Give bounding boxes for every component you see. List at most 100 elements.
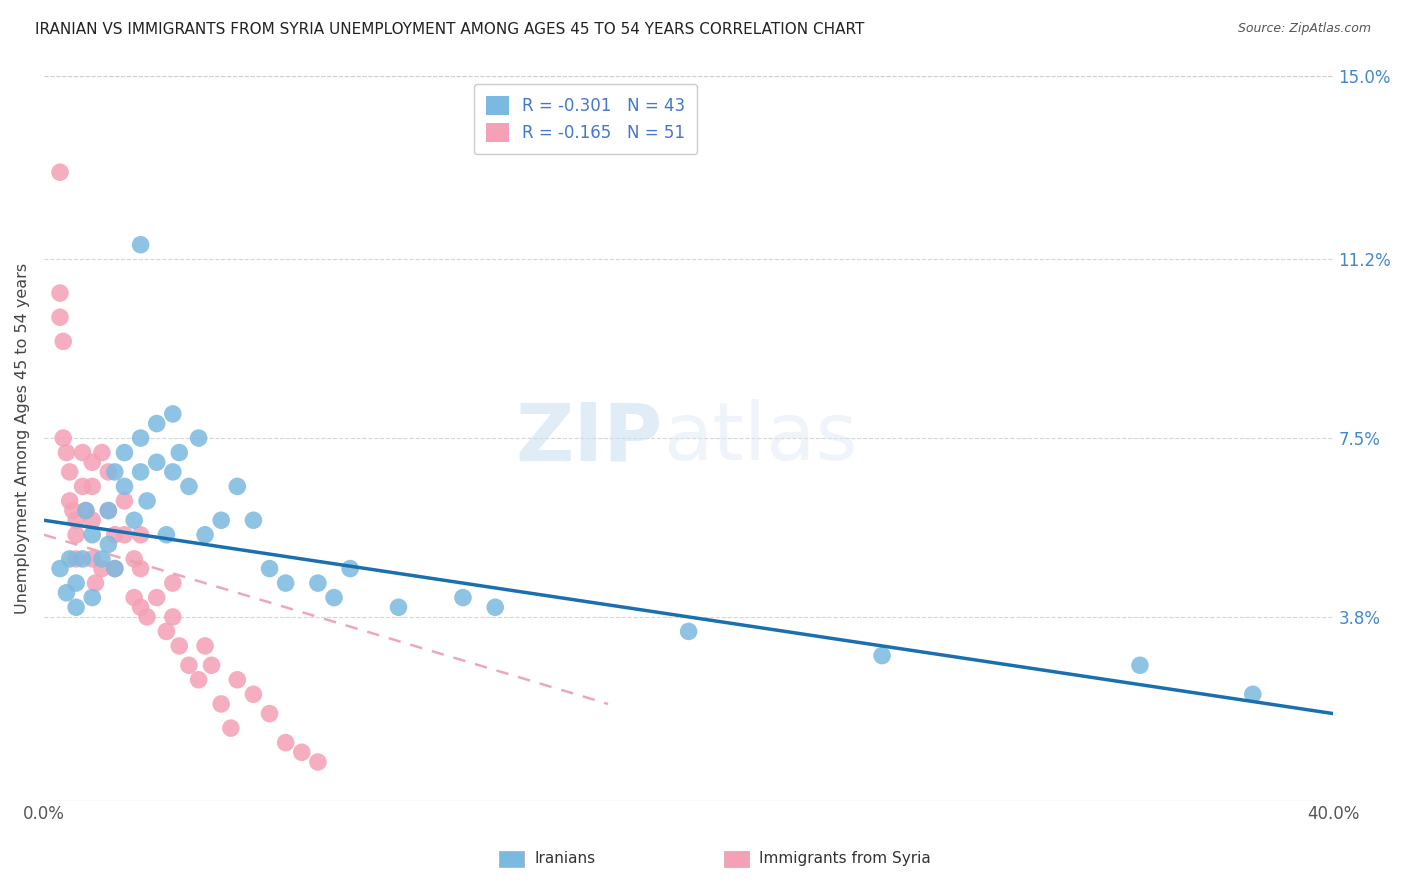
Point bbox=[122, 591, 145, 605]
Point bbox=[129, 561, 152, 575]
Point bbox=[307, 755, 329, 769]
Point bbox=[122, 552, 145, 566]
Point bbox=[84, 576, 107, 591]
Point bbox=[209, 513, 232, 527]
Point bbox=[136, 610, 159, 624]
Point bbox=[65, 513, 87, 527]
Point bbox=[129, 237, 152, 252]
Point bbox=[162, 407, 184, 421]
Point bbox=[259, 561, 281, 575]
Point bbox=[187, 673, 209, 687]
Point bbox=[194, 639, 217, 653]
Point bbox=[226, 673, 249, 687]
Point bbox=[49, 286, 72, 301]
Point bbox=[155, 527, 177, 541]
Point bbox=[114, 445, 136, 459]
Point bbox=[162, 465, 184, 479]
Point bbox=[169, 445, 191, 459]
Point bbox=[209, 697, 232, 711]
Point bbox=[162, 610, 184, 624]
Point bbox=[129, 600, 152, 615]
Point bbox=[242, 513, 264, 527]
Point bbox=[59, 494, 82, 508]
Point bbox=[323, 591, 346, 605]
Point bbox=[291, 745, 314, 759]
Text: atlas: atlas bbox=[662, 399, 858, 477]
Point bbox=[49, 165, 72, 179]
Text: Immigrants from Syria: Immigrants from Syria bbox=[759, 851, 931, 865]
Point bbox=[97, 465, 120, 479]
Point bbox=[129, 465, 152, 479]
Point bbox=[49, 310, 72, 325]
Point bbox=[484, 600, 506, 615]
Point bbox=[200, 658, 222, 673]
Point bbox=[155, 624, 177, 639]
Point bbox=[219, 721, 242, 735]
Y-axis label: Unemployment Among Ages 45 to 54 years: Unemployment Among Ages 45 to 54 years bbox=[15, 262, 30, 614]
Point bbox=[129, 431, 152, 445]
Point bbox=[65, 552, 87, 566]
Point bbox=[177, 658, 200, 673]
Point bbox=[870, 648, 893, 663]
Point bbox=[97, 503, 120, 517]
Text: Source: ZipAtlas.com: Source: ZipAtlas.com bbox=[1237, 22, 1371, 36]
Point bbox=[82, 552, 104, 566]
Point bbox=[104, 465, 127, 479]
Point bbox=[49, 561, 72, 575]
Point bbox=[451, 591, 474, 605]
Point bbox=[194, 527, 217, 541]
Point bbox=[75, 503, 97, 517]
Point bbox=[129, 527, 152, 541]
Point bbox=[104, 527, 127, 541]
Text: ZIP: ZIP bbox=[516, 399, 662, 477]
Point bbox=[678, 624, 700, 639]
Point bbox=[72, 552, 94, 566]
Point bbox=[55, 445, 77, 459]
Point bbox=[82, 591, 104, 605]
Point bbox=[122, 513, 145, 527]
Point bbox=[82, 513, 104, 527]
Point bbox=[59, 552, 82, 566]
Point bbox=[52, 334, 75, 349]
Point bbox=[65, 576, 87, 591]
Point bbox=[136, 494, 159, 508]
Point bbox=[1129, 658, 1152, 673]
Point bbox=[114, 494, 136, 508]
Point bbox=[274, 576, 297, 591]
Point bbox=[52, 431, 75, 445]
Point bbox=[82, 527, 104, 541]
Text: IRANIAN VS IMMIGRANTS FROM SYRIA UNEMPLOYMENT AMONG AGES 45 TO 54 YEARS CORRELAT: IRANIAN VS IMMIGRANTS FROM SYRIA UNEMPLO… bbox=[35, 22, 865, 37]
Point bbox=[72, 479, 94, 493]
Point bbox=[169, 639, 191, 653]
Point bbox=[145, 591, 167, 605]
Point bbox=[82, 479, 104, 493]
Point bbox=[97, 503, 120, 517]
Point bbox=[90, 561, 112, 575]
Point bbox=[114, 527, 136, 541]
Point bbox=[114, 479, 136, 493]
Point bbox=[90, 445, 112, 459]
Point bbox=[104, 561, 127, 575]
Point bbox=[59, 465, 82, 479]
Point bbox=[62, 503, 84, 517]
Point bbox=[97, 537, 120, 551]
Point bbox=[75, 503, 97, 517]
Point bbox=[274, 736, 297, 750]
Point bbox=[242, 687, 264, 701]
Point bbox=[90, 552, 112, 566]
Point bbox=[55, 586, 77, 600]
Point bbox=[162, 576, 184, 591]
Text: Iranians: Iranians bbox=[534, 851, 595, 865]
Point bbox=[226, 479, 249, 493]
Point bbox=[259, 706, 281, 721]
Point bbox=[72, 445, 94, 459]
Point bbox=[145, 455, 167, 469]
Point bbox=[1241, 687, 1264, 701]
Point bbox=[177, 479, 200, 493]
Point bbox=[187, 431, 209, 445]
Point bbox=[65, 600, 87, 615]
Point bbox=[104, 561, 127, 575]
Point bbox=[82, 455, 104, 469]
Point bbox=[307, 576, 329, 591]
Point bbox=[65, 527, 87, 541]
